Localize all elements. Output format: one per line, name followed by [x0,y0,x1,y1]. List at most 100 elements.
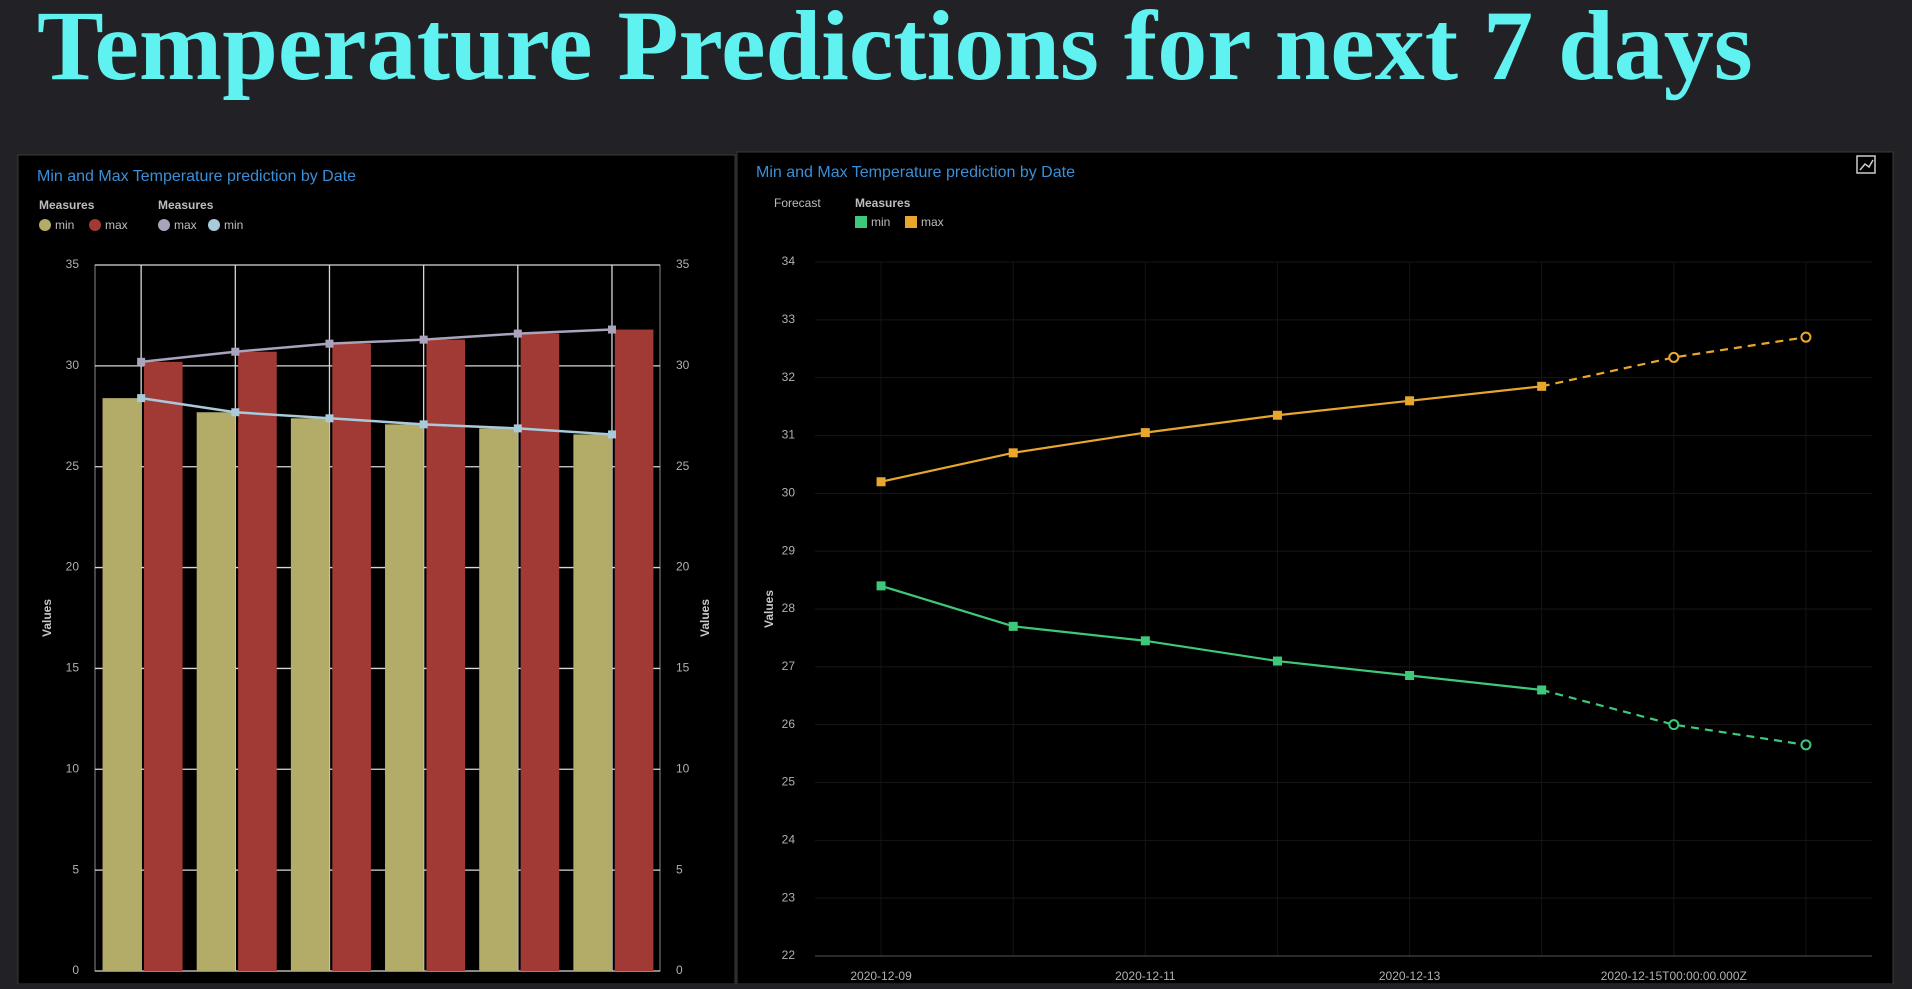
y-tick-label: 35 [66,257,80,271]
y-tick-label: 20 [66,560,80,574]
page-title: Temperature Predictions for next 7 days [37,0,1753,101]
y-tick-label: 29 [782,543,796,557]
line-marker [607,325,616,334]
y-tick-label: 22 [782,948,796,962]
forecast-marker [1668,719,1680,731]
line-marker [1405,671,1415,681]
y-tick-label: 34 [782,254,796,268]
line-marker [607,430,616,439]
line-marker [1405,396,1415,406]
bar [290,418,330,971]
bar [479,428,518,972]
legend-swatch [89,219,101,231]
line-marker [1272,656,1282,666]
y-tick-label: 33 [782,312,796,326]
y2-tick-label: 20 [676,560,690,574]
icon-line[interactable] [1859,159,1874,171]
legend-label: max [174,218,197,232]
y-tick-label: 28 [782,601,796,615]
line-marker [513,424,522,433]
bar [196,412,236,971]
legend-swatch [39,219,51,231]
x-tick-label: 2020-12-11 [1115,969,1176,983]
line-marker [231,347,240,356]
legend-label: max [921,215,944,229]
line-marker [876,581,886,591]
y-tick-label: 31 [782,428,796,442]
line-marker [419,335,428,344]
legend-title: Measures [158,198,214,212]
bar [614,329,654,971]
legend-title: Measures [39,198,95,212]
y-tick-label: 32 [782,370,796,384]
legend-swatch [208,219,220,231]
line-marker [1140,636,1150,646]
y-tick-label: 26 [782,717,796,731]
y-tick-label: 10 [66,761,80,775]
forecast-marker [1800,739,1812,751]
line [141,328,613,364]
legend-label: max [105,218,128,232]
chart-title: Min and Max Temperature prediction by Da… [756,164,1075,181]
x-tick-label: 2020-12-15T00:00:00.000Z [1601,969,1747,983]
y-axis-label: Values [762,590,776,628]
line-marker [1537,381,1547,391]
legend-swatch [905,216,917,228]
line-marker [1272,410,1282,420]
line-marker [137,394,146,403]
legend-title: Forecast [774,196,821,210]
line-marker [419,420,428,429]
legend-label: min [224,218,243,232]
bar [238,351,277,971]
y2-tick-label: 35 [676,257,690,271]
x-tick-label: 2020-12-13 [1379,969,1441,983]
line [140,396,613,436]
line-marker [1140,428,1150,438]
bar [143,361,183,971]
legend-title: Measures [855,196,911,210]
y2-tick-label: 25 [676,459,690,473]
icon-frame[interactable] [1856,155,1876,174]
y-tick-label: 23 [782,890,796,904]
legend-swatch [158,219,170,231]
bar [573,434,612,971]
y2-tick-label: 10 [676,761,690,775]
y-tick-label: 24 [782,833,796,847]
line-marker [876,477,886,487]
y2-tick-label: 30 [676,358,690,372]
line-marker [1008,621,1018,631]
y-tick-label: 25 [66,459,80,473]
line-marker [325,339,334,348]
y-tick-label: 30 [782,486,796,500]
forecast-line [1541,688,1807,746]
line-marker [1008,448,1018,458]
y-tick-label: 15 [66,661,80,675]
legend-label: min [55,218,74,232]
y2-axis-label: Values [698,599,712,637]
y2-tick-label: 15 [676,661,690,675]
y2-tick-label: 0 [676,963,683,977]
legend-swatch [855,216,867,228]
y-tick-label: 27 [782,659,796,673]
y-tick-label: 30 [66,358,80,372]
forecast-line [1541,336,1807,388]
line-marker [513,329,522,338]
forecast-marker [1668,351,1680,363]
right-panel [736,151,1894,985]
line [880,385,1542,483]
line-marker [231,408,240,417]
bar [385,424,424,972]
forecast-marker [1800,331,1812,343]
bar [332,343,371,971]
chart-title: Min and Max Temperature prediction by Da… [37,168,356,185]
chart-type-icon[interactable] [1856,155,1876,174]
bar [102,398,142,971]
y2-tick-label: 5 [676,862,683,876]
y-tick-label: 5 [72,862,79,876]
line-marker [1537,685,1547,695]
bar [426,339,466,971]
line [880,584,1542,692]
y-tick-label: 0 [72,963,79,977]
line-marker [325,414,334,423]
